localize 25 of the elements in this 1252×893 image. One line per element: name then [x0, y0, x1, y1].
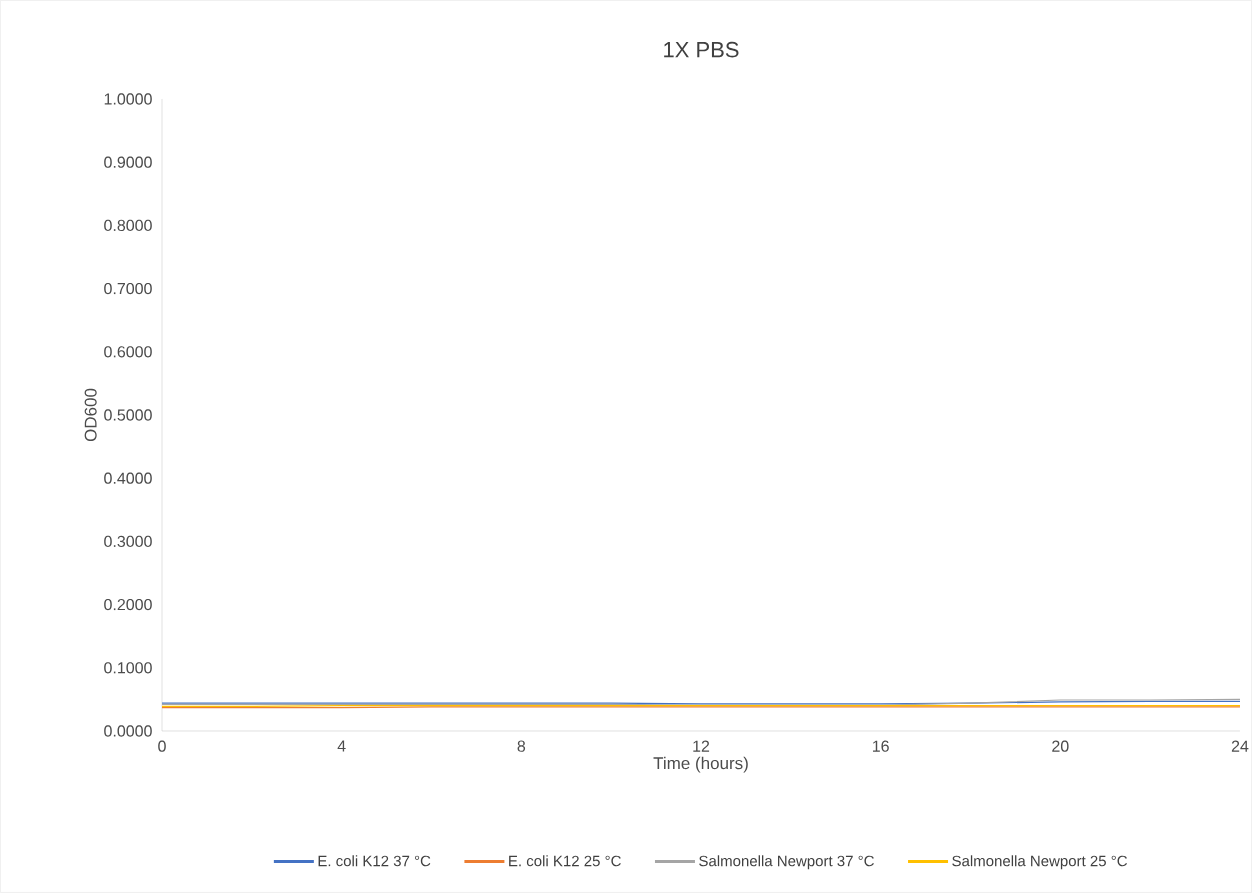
y-tick-label: 0.3000: [104, 535, 152, 548]
x-tick-label: 20: [1052, 740, 1069, 752]
y-tick-label: 0.5000: [104, 409, 152, 421]
y-tick-label: 0.9000: [104, 156, 152, 168]
legend-label: Salmonella Newport 25 °C: [952, 855, 1128, 870]
y-tick-label: 0.6000: [104, 346, 152, 358]
legend-label: E. coli K12 25 °C: [509, 855, 621, 867]
y-tick-label: 0.7000: [104, 282, 152, 295]
x-tick-label: 8: [517, 740, 526, 752]
y-tick-label: 0.8000: [104, 219, 152, 232]
y-tick-label: 0.4000: [104, 472, 152, 484]
y-tick-label: 1.0000: [104, 93, 152, 105]
y-axis-title: OD600: [84, 388, 97, 442]
y-tick-label: 0.0000: [104, 725, 152, 737]
x-tick-label: 0: [158, 740, 166, 752]
x-axis-title: Time (hours): [653, 756, 748, 773]
y-tick-label: 0.1000: [104, 662, 152, 674]
x-tick-label: 24: [1231, 740, 1249, 752]
x-tick-label: 12: [693, 740, 710, 752]
legend-label: E. coli K12 37 °C: [318, 855, 431, 867]
x-tick-label: 4: [337, 740, 346, 752]
legend-label: Salmonella Newport 37 °C: [699, 855, 874, 870]
x-tick-label: 16: [872, 740, 889, 752]
y-tick-label: 0.2000: [104, 598, 152, 611]
chart-title: 1X PBS: [664, 41, 739, 58]
